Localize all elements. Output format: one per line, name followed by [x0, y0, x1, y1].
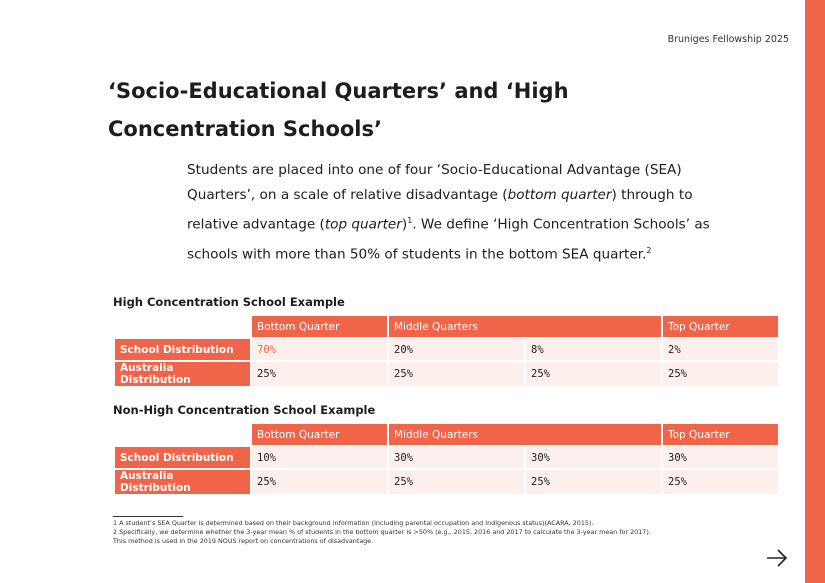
table-title: High Concentration School Example: [113, 295, 345, 309]
cell: 2%: [663, 339, 778, 362]
cell: 25%: [252, 470, 387, 496]
intro-text: . We define ‘High Concentration Schools’…: [187, 216, 710, 263]
cell: 20%: [389, 339, 524, 362]
cell: 10%: [252, 447, 387, 470]
intro-text: Students are placed into one of four ‘So…: [187, 162, 682, 203]
cell: 8%: [526, 339, 661, 362]
cell: 70%: [252, 339, 387, 362]
table: Bottom Quarter Middle Quarters Top Quarter…: [113, 316, 780, 388]
intro-italic: top quarter: [324, 216, 402, 233]
cell: 25%: [389, 470, 524, 496]
intro-italic: bottom quarter: [507, 187, 612, 203]
column-header: Bottom Quarter: [252, 424, 387, 447]
footnote: 2 Specifically, we determine whether the…: [113, 528, 651, 536]
footnotes: 1 A student’s SEA Quarter is determined …: [113, 519, 651, 546]
row-label: Australia Distribution: [115, 470, 250, 496]
header: Bruniges Fellowship 2025: [667, 34, 789, 45]
cell: 25%: [663, 362, 778, 388]
footnote-ref: 1: [407, 216, 413, 225]
cell: 25%: [663, 470, 778, 496]
row: School Distribution 70% 20% 8% 2%: [115, 339, 778, 362]
cell: 25%: [526, 470, 661, 496]
row-label: School Distribution: [115, 447, 250, 470]
table-title: Non-High Concentration School Example: [113, 403, 376, 417]
column-header: Top Quarter: [663, 424, 778, 447]
row-label: School Distribution: [115, 339, 250, 362]
table: Bottom Quarter Middle Quarters Top Quarter…: [113, 424, 780, 496]
column-header: Top Quarter: [663, 316, 778, 339]
corner: [115, 316, 250, 339]
header-row: Bottom Quarter Middle Quarters Top Quarter: [115, 424, 778, 447]
column-header: Bottom Quarter: [252, 316, 387, 339]
header-row: Bottom Quarter Middle Quarters Top Quarter: [115, 316, 778, 339]
row-label: Australia Distribution: [115, 362, 250, 388]
row: Australia Distribution 25% 25% 25% 25%: [115, 362, 778, 388]
footnote: This method is used in the 2019 NOUS rep…: [113, 537, 374, 545]
title: ‘Socio-Educational Quarters’ and ‘High C…: [108, 79, 569, 141]
cell: 25%: [526, 362, 661, 388]
intro: Students are placed into one of four ‘So…: [187, 158, 727, 267]
column-header: Middle Quarters: [389, 424, 661, 447]
row: School Distribution 10% 30% 30% 30%: [115, 447, 778, 470]
footnote-rule: [113, 516, 183, 517]
intro-text: ) through to relative advantage (: [187, 187, 693, 233]
cell: 25%: [252, 362, 387, 388]
row: Australia Distribution 25% 25% 25% 25%: [115, 470, 778, 496]
cell: 30%: [389, 447, 524, 470]
footnote: 1 A student’s SEA Quarter is determined …: [113, 519, 594, 527]
corner: [115, 424, 250, 447]
next-arrow[interactable]: [764, 546, 790, 570]
column-header: Middle Quarters: [389, 316, 661, 339]
intro-text: ): [401, 216, 408, 233]
cell: 25%: [389, 362, 524, 388]
accent-bar: [805, 0, 825, 583]
cell: 30%: [663, 447, 778, 470]
cell: 30%: [526, 447, 661, 470]
footnote-ref: 2: [646, 245, 652, 255]
